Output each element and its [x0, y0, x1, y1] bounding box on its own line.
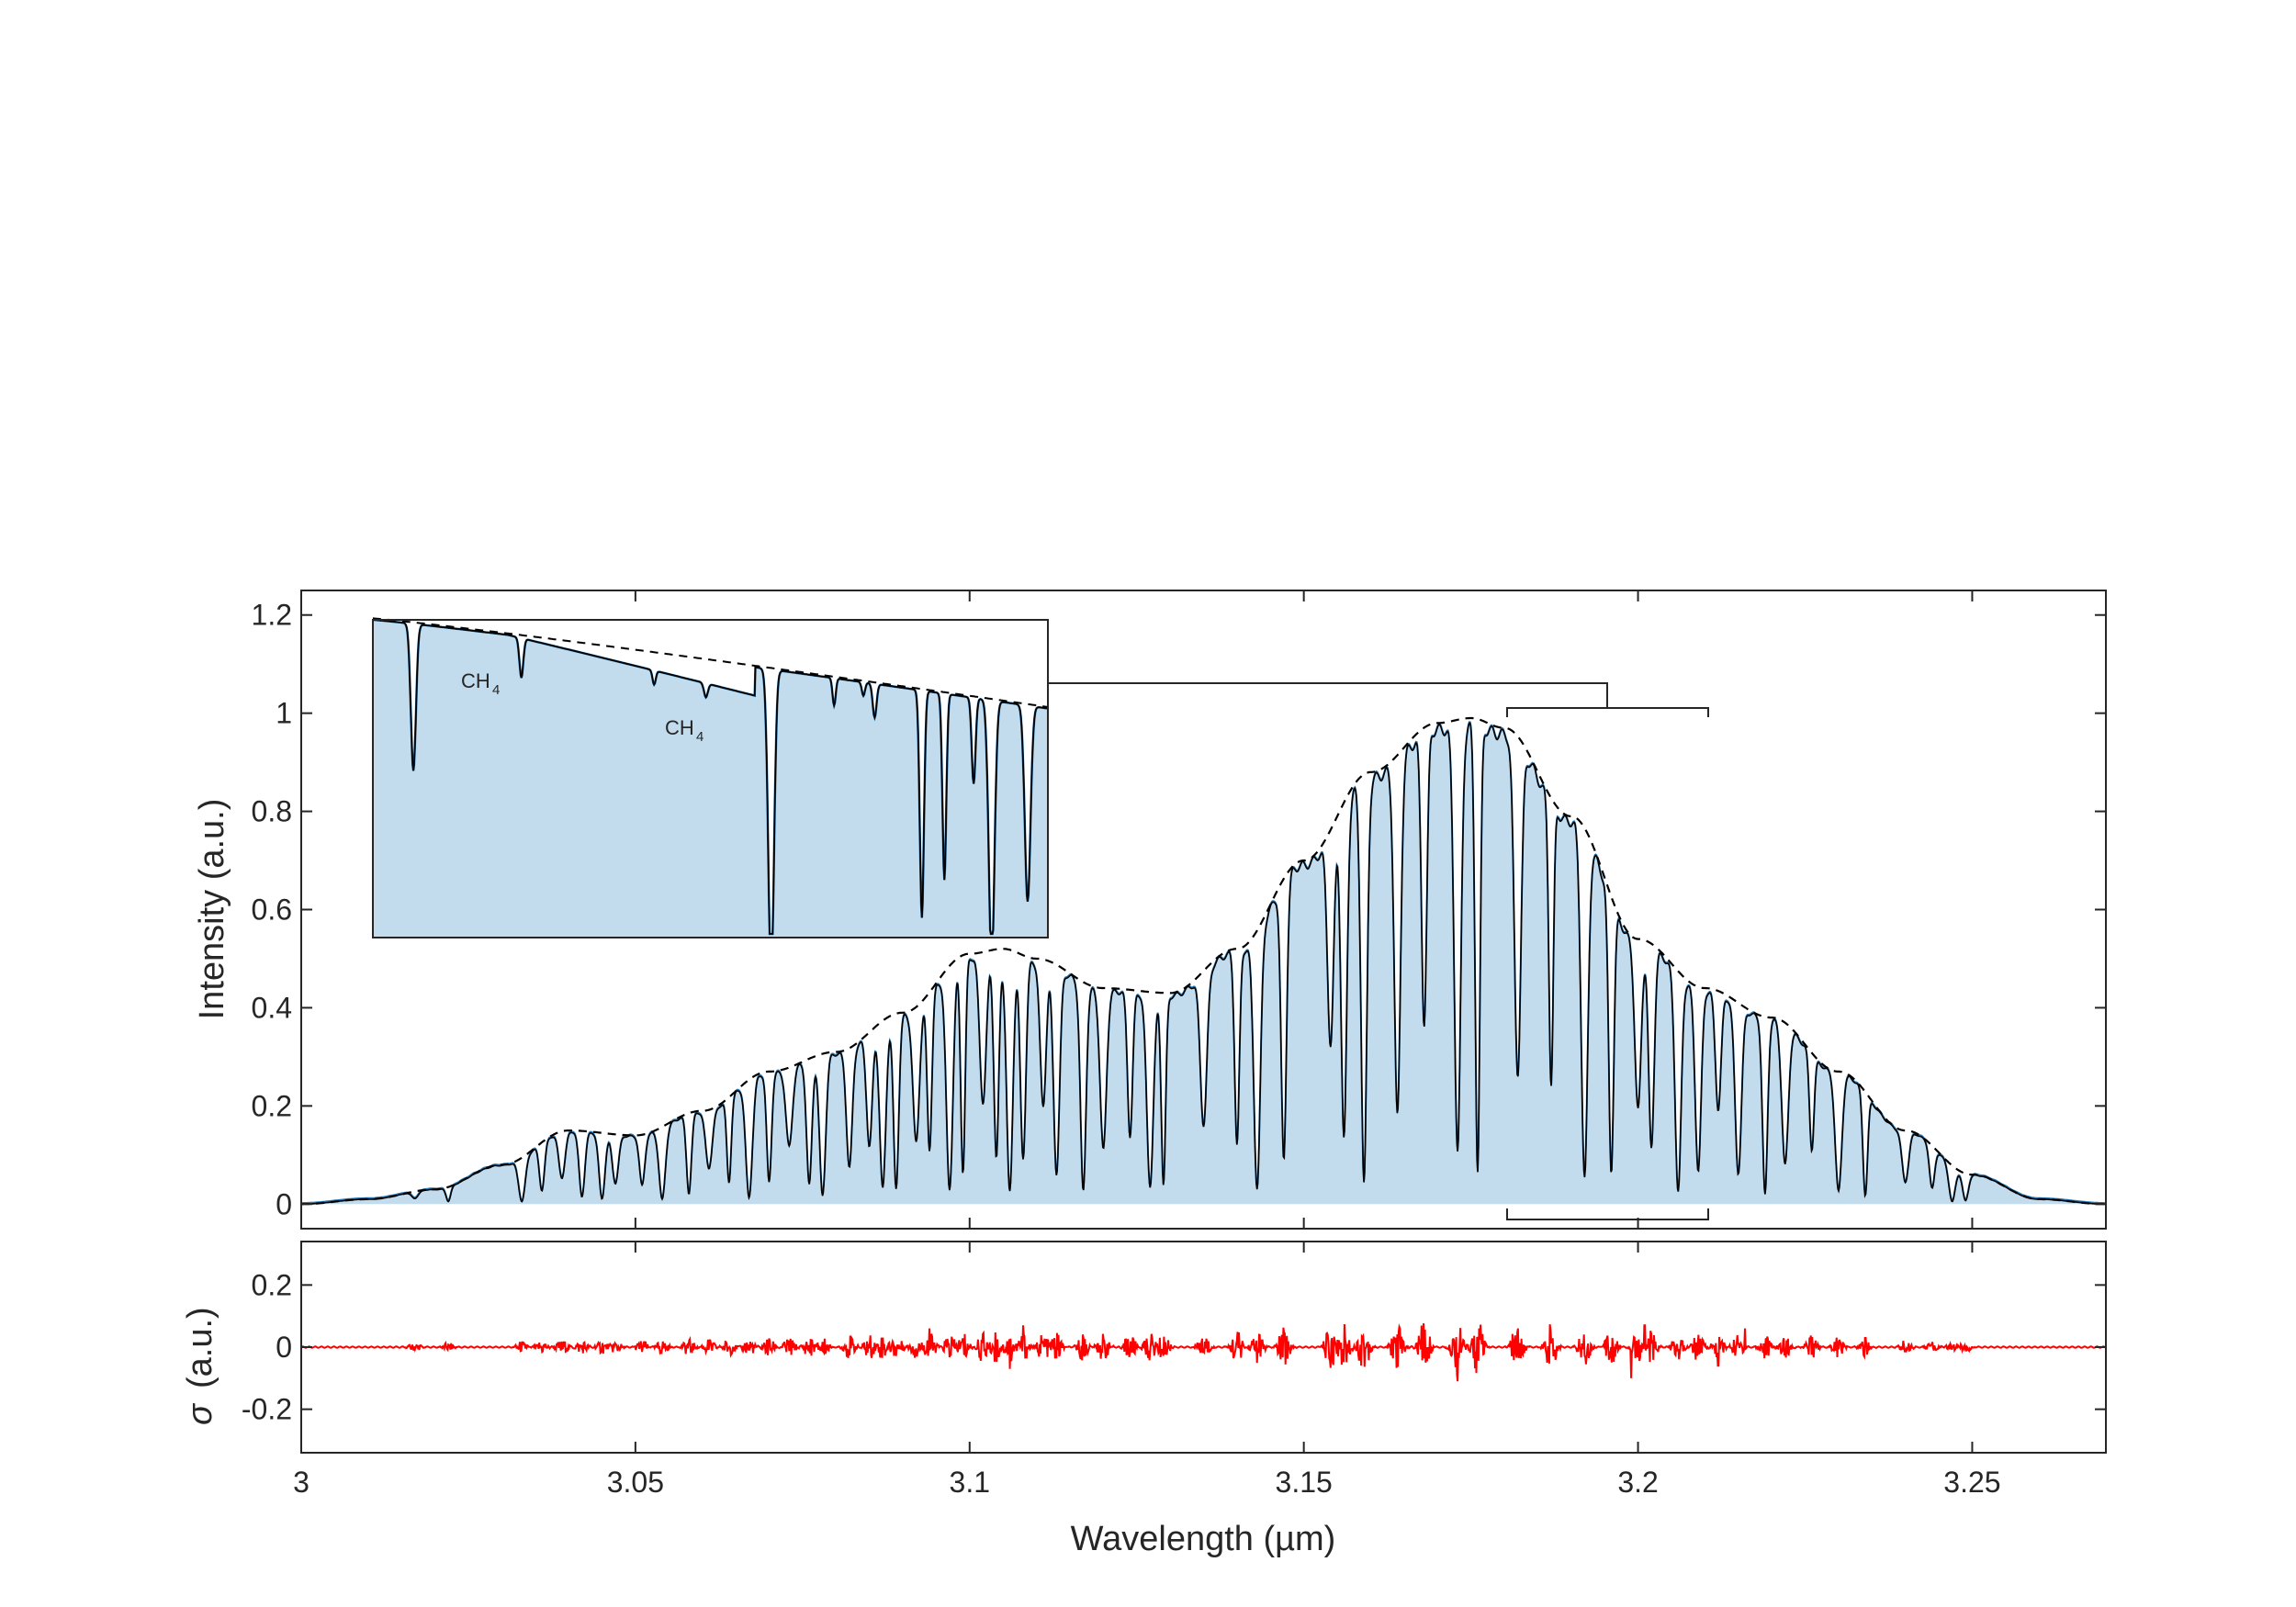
inset-envelope-dashed-line	[373, 617, 1049, 708]
main-y-axis-title: Intensity (a.u.)	[193, 799, 231, 1020]
main-y-tick-label-1: 0.2	[252, 1089, 292, 1122]
res-y-tick-label-1: 0	[276, 1331, 292, 1364]
x-tick-label-4: 3.2	[1617, 1466, 1658, 1499]
res-y-tick-label-2: -0.2	[242, 1393, 292, 1426]
inset-label-ch4-2: CH 4	[665, 716, 703, 745]
svg-text:CH: CH	[461, 669, 490, 692]
main-y-tick-label-6: 1.2	[252, 599, 292, 632]
x-tick-label-2: 3.1	[950, 1466, 990, 1499]
svg-text:(a.u.): (a.u.)	[181, 1307, 219, 1388]
main-spectrum-panel: 0 0.2 0.4 0.6 0.8 1 1.2 Intensity (a.u.)	[193, 590, 2107, 1230]
residual-y-axis-title: σ (a.u.)	[181, 1307, 219, 1425]
main-y-tick-label-4: 0.8	[252, 795, 292, 828]
inset-fitted-line	[372, 619, 1049, 935]
main-y-tick-label-0: 0	[276, 1187, 292, 1220]
res-y-tick-label-0: 0.2	[252, 1268, 292, 1301]
svg-text:4: 4	[696, 729, 703, 745]
x-tick-label-5: 3.25	[1943, 1466, 2000, 1499]
inset-frame	[372, 619, 1049, 938]
residual-line	[300, 1323, 2107, 1382]
x-tick-label-0: 3	[293, 1466, 310, 1499]
main-y-tick-label-2: 0.4	[252, 991, 292, 1024]
svg-text:CH: CH	[665, 716, 694, 739]
svg-text:4: 4	[492, 682, 500, 698]
envelope-dashed-line	[301, 716, 2106, 1206]
main-y-tick-label-5: 1	[276, 697, 292, 730]
x-tick-label-1: 3.05	[607, 1466, 664, 1499]
inset-spectrum-fill	[373, 620, 1048, 938]
main-y-tick-label-3: 0.6	[252, 893, 292, 927]
fitted-spectrum-line	[301, 722, 2106, 1206]
x-tick-label-3: 3.15	[1276, 1466, 1333, 1499]
svg-text:σ: σ	[181, 1402, 219, 1425]
residual-panel: 0.2 0 -0.2 3 3.05 3.1 3.15 3.2 3.25 σ (a.u.) Wa…	[181, 1241, 2107, 1558]
zoom-bracket	[1048, 682, 1709, 1220]
inset-label-ch4-1: CH 4	[461, 669, 500, 698]
x-axis-title: Wavelength (µm)	[1071, 1520, 1336, 1558]
inset-panel: CH 4 CH 4	[372, 617, 1049, 938]
